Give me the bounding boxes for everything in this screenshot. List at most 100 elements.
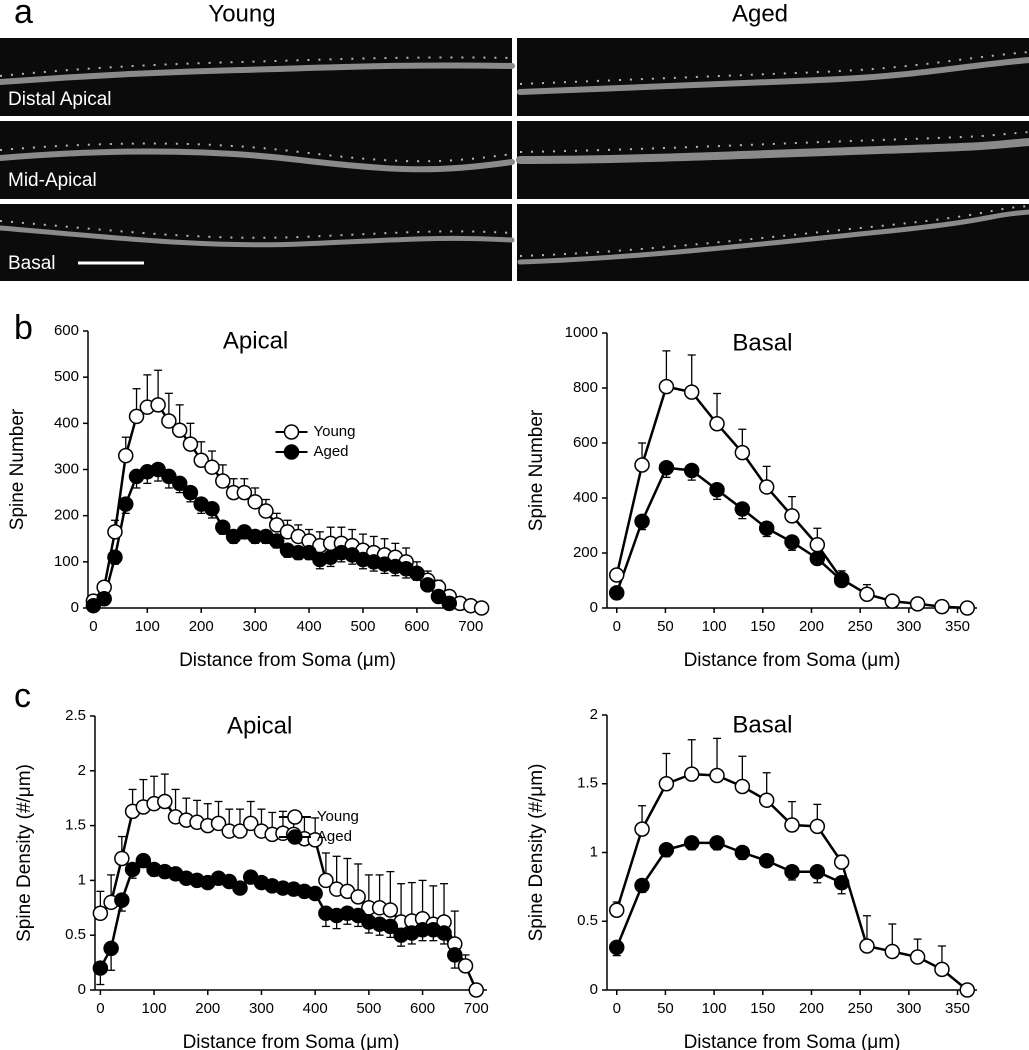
marker: [909, 596, 926, 612]
marker: [758, 479, 775, 495]
marker: [242, 815, 259, 832]
x-tick-label: 350: [945, 618, 970, 635]
marker: [884, 943, 901, 960]
x-tick-label: 600: [404, 618, 429, 635]
marker: [634, 457, 650, 473]
x-tick-label: 400: [297, 618, 322, 635]
marker: [833, 854, 850, 870]
x-tick-label: 150: [750, 1000, 775, 1017]
x-tick-label: 300: [896, 1000, 921, 1017]
x-tick-label: 0: [96, 1000, 104, 1017]
panel-label: c: [14, 677, 31, 715]
marker: [683, 462, 700, 479]
x-tick-label: 300: [249, 1000, 274, 1017]
x-tick-label: 700: [458, 618, 483, 635]
y-tick-label: 600: [54, 322, 79, 339]
marker: [608, 902, 625, 918]
x-tick-label: 100: [702, 1000, 727, 1017]
marker: [784, 508, 800, 524]
marker: [809, 864, 826, 880]
marker: [709, 835, 725, 851]
marker: [934, 961, 950, 978]
y-tick-label: 500: [54, 368, 79, 385]
x-tick-label: 100: [142, 1000, 167, 1017]
y-tick-label: 800: [573, 379, 598, 396]
marker: [114, 850, 130, 867]
marker: [85, 597, 102, 614]
micrographs: Distal Apical Mid-Apical Basal: [0, 38, 1029, 281]
x-axis-title: Distance from Soma (μm): [684, 1032, 901, 1050]
marker: [784, 534, 800, 550]
marker: [758, 853, 775, 869]
marker: [409, 565, 425, 582]
marker: [107, 549, 123, 565]
marker: [784, 864, 800, 880]
marker: [210, 815, 227, 832]
marker: [318, 872, 334, 889]
marker: [934, 598, 950, 615]
legend-label: Aged: [317, 828, 352, 845]
marker: [307, 832, 323, 848]
x-tick-label: 600: [410, 1000, 435, 1017]
marker: [833, 572, 850, 589]
column-header: Young: [208, 0, 275, 27]
marker: [382, 902, 399, 918]
marker: [204, 459, 220, 475]
marker: [441, 595, 458, 612]
y-tick-label: 2.5: [65, 707, 86, 724]
image: [0, 121, 512, 199]
marker: [204, 500, 220, 517]
marker: [258, 503, 274, 519]
marker: [150, 461, 166, 478]
x-tick-label: 200: [189, 618, 214, 635]
y-tick-label: 400: [54, 414, 79, 431]
marker: [457, 958, 474, 974]
marker: [92, 905, 109, 922]
x-tick-label: 150: [750, 618, 775, 635]
legend-label: Young: [313, 423, 355, 440]
y-axis-title: Spine Density (#/μm): [526, 764, 547, 942]
marker: [784, 817, 800, 833]
x-tick-label: 250: [848, 618, 873, 635]
x-tick-label: 350: [945, 1000, 970, 1017]
marker: [268, 517, 285, 533]
marker: [959, 600, 976, 616]
y-tick-label: 1.5: [65, 817, 86, 834]
marker: [909, 949, 926, 965]
marker: [658, 842, 675, 858]
marker: [430, 588, 447, 605]
marker: [683, 766, 700, 782]
panel-label: b: [14, 309, 33, 347]
y-tick-label: 0: [78, 981, 86, 998]
marker: [683, 835, 700, 851]
y-tick-label: 400: [573, 489, 598, 506]
y-tick-label: 0.5: [577, 912, 598, 929]
marker: [161, 468, 177, 485]
marker: [634, 821, 650, 837]
y-tick-label: 0: [590, 599, 598, 616]
spines: [0, 56, 513, 77]
marker: [634, 513, 650, 530]
dendrite: [517, 57, 1029, 95]
marker: [884, 593, 901, 609]
marker: [157, 793, 173, 810]
marker: [301, 544, 317, 561]
y-tick-label: 1: [590, 843, 598, 860]
marker: [103, 940, 119, 957]
legend-marker: [287, 829, 303, 845]
marker: [859, 938, 875, 954]
x-tick-label: 0: [89, 618, 97, 635]
y-tick-label: 1000: [565, 324, 598, 341]
marker: [709, 767, 725, 784]
legend-marker: [283, 424, 300, 440]
marker: [683, 384, 700, 400]
dendrite: [0, 225, 515, 248]
dendrite: [517, 209, 1029, 265]
legend-label: Young: [317, 808, 359, 825]
marker: [150, 397, 166, 413]
marker: [182, 484, 199, 501]
spines: [519, 131, 1029, 153]
x-tick-label: 500: [356, 1000, 381, 1017]
image-label: Mid-Apical: [8, 170, 97, 191]
